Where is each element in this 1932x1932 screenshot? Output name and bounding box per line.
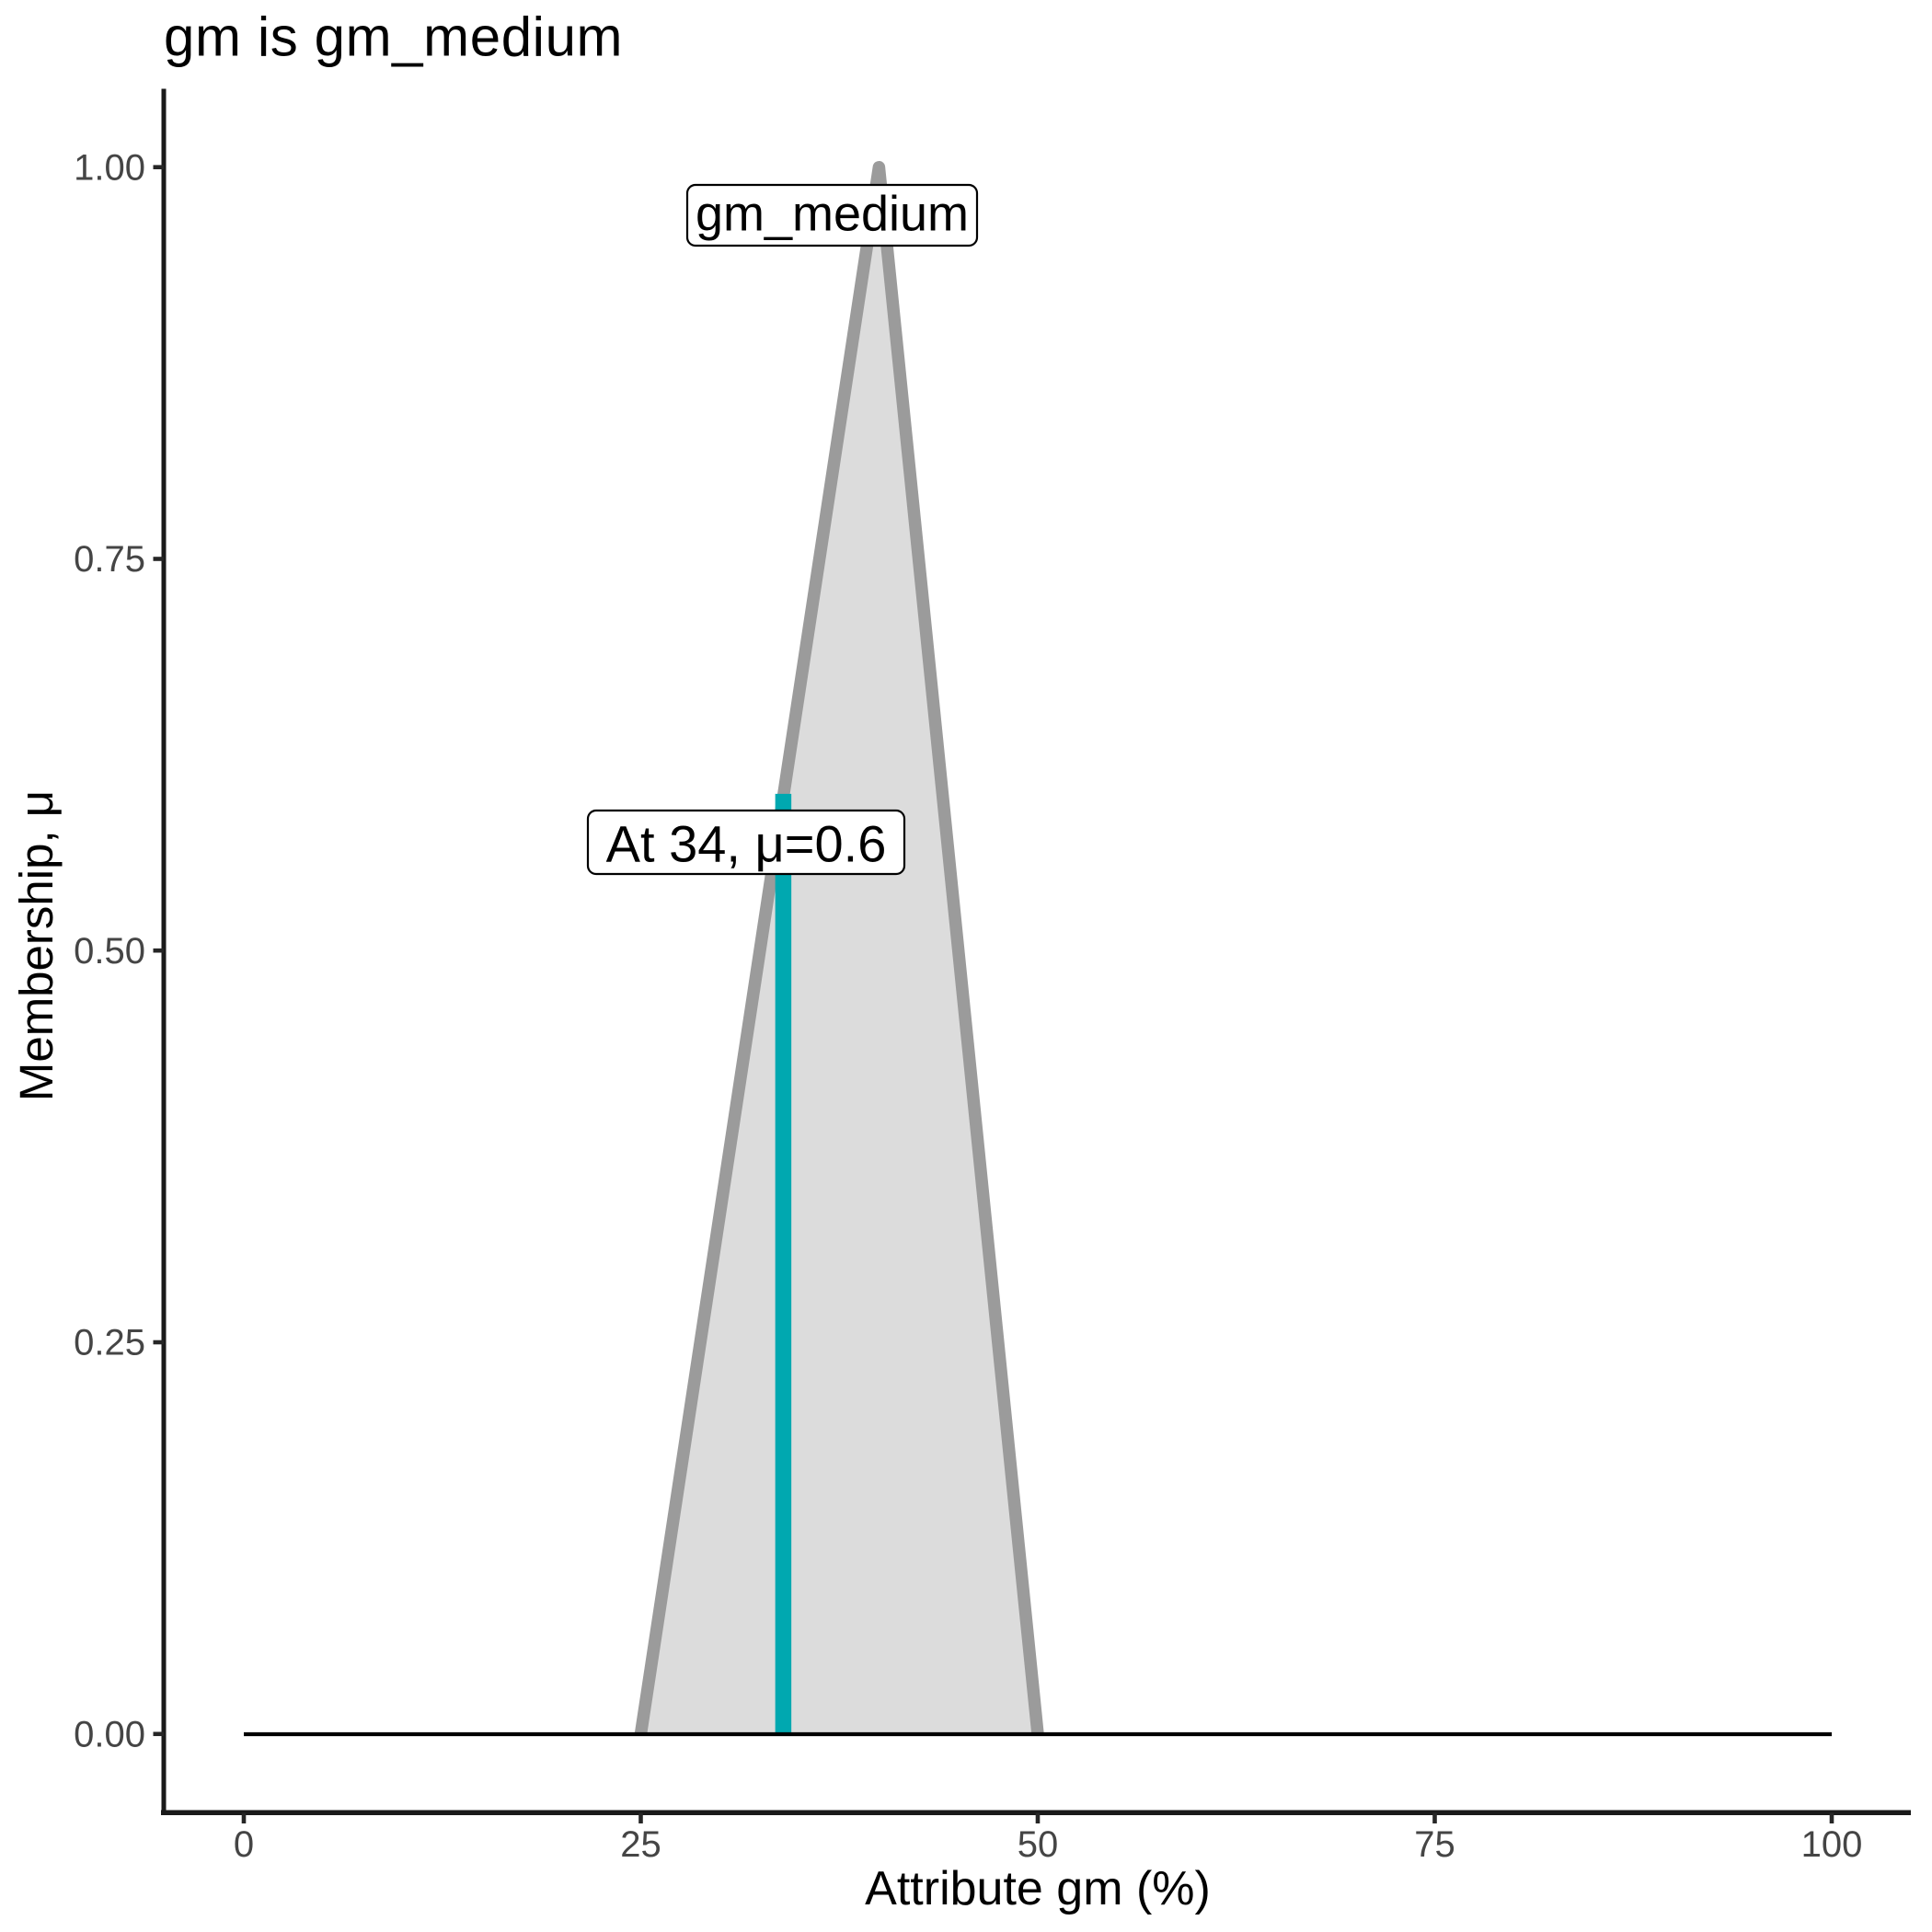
svg-text:Membership, μ: Membership, μ <box>10 790 63 1101</box>
svg-text:75: 75 <box>1414 1824 1455 1865</box>
svg-text:gm is gm_medium: gm is gm_medium <box>164 6 623 68</box>
svg-text:25: 25 <box>620 1824 661 1865</box>
svg-text:Attribute gm (%): Attribute gm (%) <box>865 1862 1211 1915</box>
svg-text:0.75: 0.75 <box>74 539 145 580</box>
svg-text:At 34, μ=0.6: At 34, μ=0.6 <box>606 814 887 872</box>
svg-text:0.25: 0.25 <box>74 1323 145 1363</box>
svg-text:1.00: 1.00 <box>74 147 145 188</box>
svg-text:gm_medium: gm_medium <box>696 186 969 241</box>
svg-text:0: 0 <box>234 1824 254 1865</box>
svg-text:0.50: 0.50 <box>74 931 145 972</box>
svg-text:0.00: 0.00 <box>74 1714 145 1754</box>
svg-text:50: 50 <box>1018 1824 1059 1865</box>
svg-text:100: 100 <box>1801 1824 1863 1865</box>
